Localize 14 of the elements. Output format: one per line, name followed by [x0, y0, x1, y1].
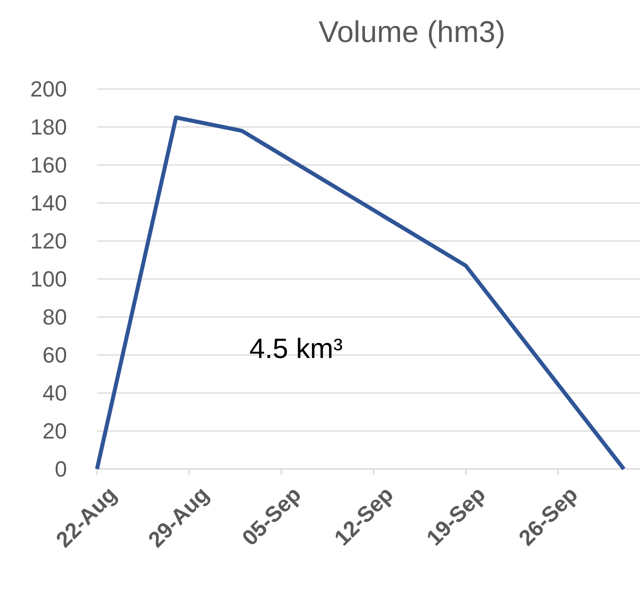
y-tick-label: 160: [30, 152, 67, 178]
y-tick-label: 180: [30, 114, 67, 140]
y-tick-label: 200: [30, 76, 67, 102]
annotation: 4.5 km³: [249, 333, 343, 364]
y-tick-label: 0: [54, 456, 67, 482]
y-tick-label: 40: [42, 380, 67, 406]
y-tick-label: 80: [42, 304, 67, 330]
y-tick-label: 120: [30, 228, 67, 254]
y-tick-label: 140: [30, 190, 67, 216]
chart-title: Volume (hm3): [318, 16, 506, 49]
y-tick-label: 100: [30, 266, 67, 292]
line-series: [95, 116, 626, 471]
y-tick-label: 60: [42, 342, 67, 368]
y-tick-label: 20: [42, 418, 67, 444]
